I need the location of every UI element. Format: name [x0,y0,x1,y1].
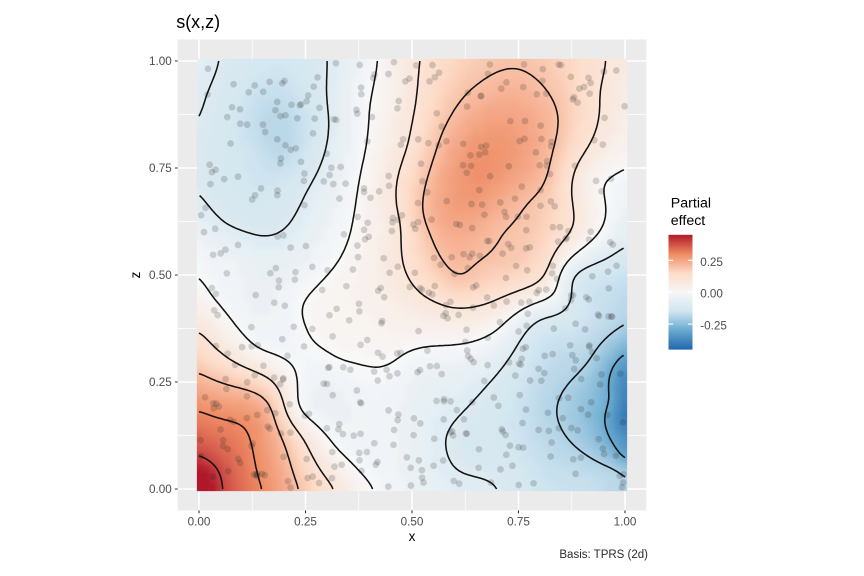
svg-text:s(x,z): s(x,z) [176,12,220,32]
svg-text:0.00: 0.00 [700,288,723,301]
svg-text:0.25: 0.25 [700,256,723,269]
svg-text:x: x [409,529,416,544]
svg-text:0.75: 0.75 [149,162,172,175]
svg-text:0.00: 0.00 [188,516,211,529]
svg-text:0.50: 0.50 [149,269,172,282]
svg-text:1.00: 1.00 [614,516,637,529]
svg-text:0.25: 0.25 [149,376,172,389]
svg-text:effect: effect [671,213,706,229]
svg-text:0.50: 0.50 [401,516,424,529]
svg-text:Basis: TPRS (2d): Basis: TPRS (2d) [559,549,648,561]
svg-text:0.00: 0.00 [149,483,172,496]
svg-text:1.00: 1.00 [149,55,172,68]
svg-text:0.25: 0.25 [294,516,317,529]
svg-text:Partial: Partial [671,196,711,212]
svg-text:-0.25: -0.25 [700,320,727,333]
svg-text:0.75: 0.75 [507,516,530,529]
svg-text:z: z [128,271,143,278]
